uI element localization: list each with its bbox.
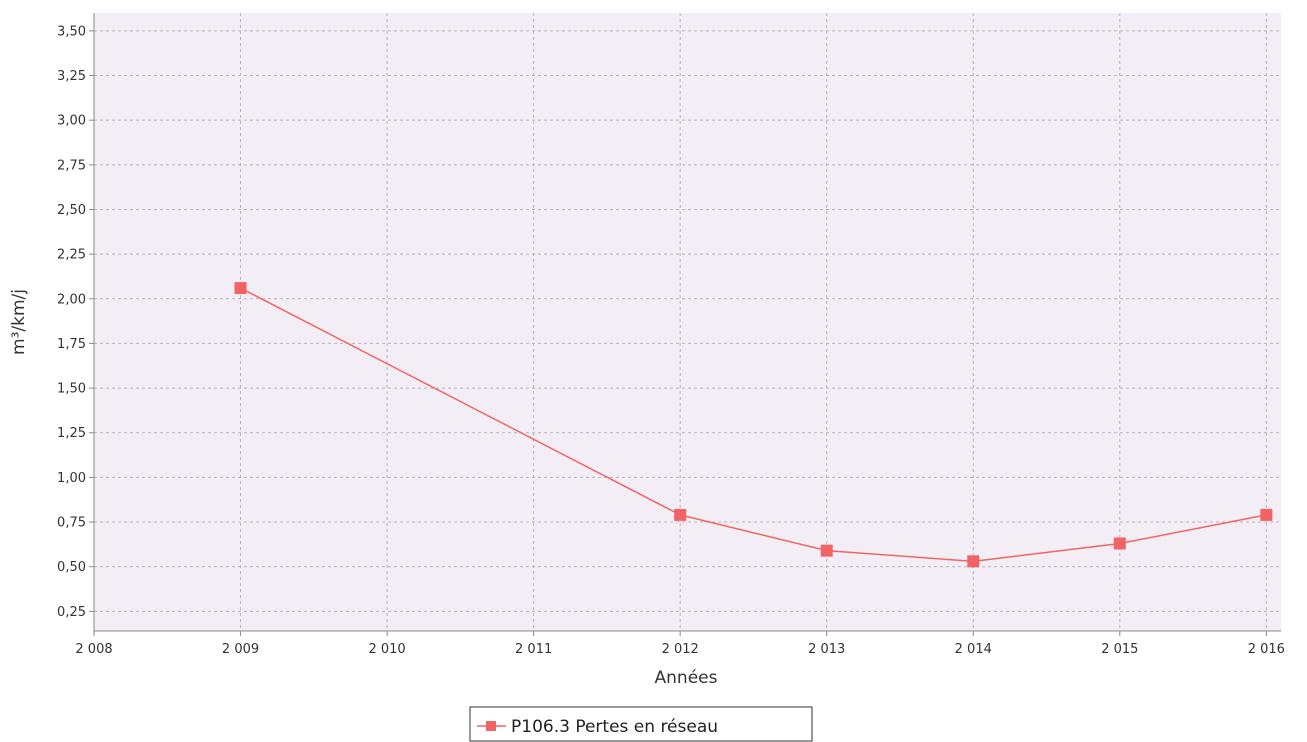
data-point-marker xyxy=(1113,537,1126,550)
y-tick-label: 1,00 xyxy=(57,471,86,486)
data-point-marker xyxy=(820,544,833,557)
x-tick-label: 2 015 xyxy=(1101,642,1138,657)
x-tick-label: 2 008 xyxy=(75,642,112,657)
data-point-marker xyxy=(967,555,980,568)
x-tick-label: 2 009 xyxy=(222,642,259,657)
data-point-marker xyxy=(1260,508,1273,521)
series-line xyxy=(240,287,1267,563)
legend-box xyxy=(469,706,813,742)
y-tick-label: 2,50 xyxy=(57,203,86,218)
y-tick-label: 2,25 xyxy=(57,248,86,263)
y-tick-label: 1,50 xyxy=(57,382,86,397)
legend: P106.3 Pertes en réseau xyxy=(469,706,813,742)
y-tick-label: 2,00 xyxy=(57,292,86,307)
legend-marker-square xyxy=(486,721,496,731)
x-tick-label: 2 014 xyxy=(955,642,992,657)
x-tick-label: 2 013 xyxy=(808,642,845,657)
y-tick-label: 3,50 xyxy=(57,24,86,39)
legend-label: P106.3 Pertes en réseau xyxy=(511,717,718,737)
x-tick-label: 2 012 xyxy=(662,642,699,657)
y-tick-label: 1,75 xyxy=(57,337,86,352)
y-tick-label: 0,25 xyxy=(57,605,86,620)
grid xyxy=(93,13,1281,631)
plot-area xyxy=(94,13,1281,631)
series xyxy=(234,282,1273,568)
x-tick-label: 2 011 xyxy=(515,642,552,657)
x-tick-label: 2 010 xyxy=(368,642,405,657)
x-axis-title: Années xyxy=(655,668,718,688)
y-tick-label: 3,25 xyxy=(57,69,86,84)
y-tick-label: 0,50 xyxy=(57,560,86,575)
y-tick-label: 2,75 xyxy=(57,158,86,173)
y-tick-label: 0,75 xyxy=(57,516,86,531)
axes: 0,25 0,50 0,75 1,00 1,25 1,50 1,75 2,00 2,25 2,50… xyxy=(57,13,1285,657)
y-axis-title: m³/km/j xyxy=(9,289,29,355)
y-tick-label: 3,00 xyxy=(57,114,86,129)
data-point-marker xyxy=(234,282,247,295)
data-point-marker xyxy=(674,508,687,521)
y-tick-label: 1,25 xyxy=(57,426,86,441)
x-tick-label: 2 016 xyxy=(1248,642,1285,657)
